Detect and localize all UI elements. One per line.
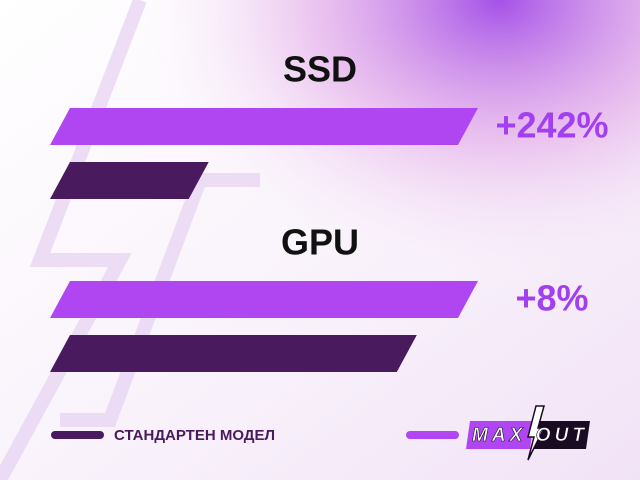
category-label: SSD <box>283 49 357 90</box>
bar <box>50 281 478 318</box>
legend-logo: MAX OUT <box>466 405 590 461</box>
bar <box>50 108 478 145</box>
bar <box>50 335 417 372</box>
category-label: GPU <box>281 222 359 263</box>
gain-label: +242% <box>495 105 608 146</box>
logo-box <box>466 421 534 449</box>
bar <box>50 162 209 199</box>
gain-label: +8% <box>515 278 588 319</box>
logo-bolt <box>527 405 546 461</box>
legend-label: MAX OUT <box>472 425 585 446</box>
logo-box <box>534 421 590 449</box>
legend-label: СТАНДАРТЕН МОДЕЛ <box>114 427 275 444</box>
